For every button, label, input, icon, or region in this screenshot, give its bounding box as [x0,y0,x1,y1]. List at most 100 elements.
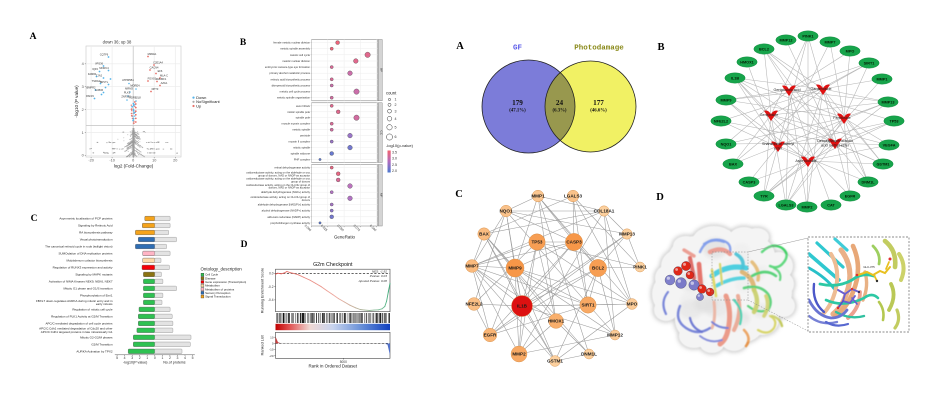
svg-text:mitotic spindle pole: mitotic spindle pole [287,110,310,114]
svg-text:3.5: 3.5 [392,151,397,155]
svg-text:B: B [657,42,664,53]
svg-text:MMP7: MMP7 [465,263,479,268]
svg-text:BAX: BAX [729,162,737,166]
svg-text:FAM84: FAM84 [88,72,97,76]
svg-text:meiotic nuclear division: meiotic nuclear division [282,59,310,63]
svg-text:aldo-keto reductase (NADP) act: aldo-keto reductase (NADP) activity [267,215,310,219]
svg-text:-0.4: -0.4 [268,298,274,302]
svg-text:NFE2L2: NFE2L2 [465,301,483,306]
svg-text:LGALS3: LGALS3 [779,203,794,207]
svg-text:C2E1A4: C2E1A4 [153,61,163,65]
svg-text:IQF3: IQF3 [92,67,98,71]
svg-text:RA biosynthesis pathway: RA biosynthesis pathway [79,231,113,235]
svg-text:MMP13: MMP13 [619,231,635,236]
svg-text:aldehyde dehydrogenase [NAD(P): aldehyde dehydrogenase [NAD(P)+] activit… [258,203,311,207]
svg-text:LGALS3: LGALS3 [564,193,583,198]
svg-text:MORC4: MORC4 [99,66,109,70]
svg-text:Ajusted Pvalue: 0.08: Ajusted Pvalue: 0.08 [358,279,388,283]
svg-text:0: 0 [82,154,84,158]
svg-text:Mitotic G1 phase and G1/S tran: Mitotic G1 phase and G1/S transition [63,287,112,291]
svg-text:down 36; up 38: down 36; up 38 [103,40,132,45]
svg-text:meiotic spindle organization: meiotic spindle organization [277,96,311,100]
svg-text:GSTM1: GSTM1 [876,162,889,166]
svg-text:embryonic camera-type eye form: embryonic camera-type eye formation [265,65,311,69]
svg-text:meiotic spindle: meiotic spindle [292,128,310,132]
svg-text:retinal dehydrogenase activity: retinal dehydrogenase activity [274,166,310,170]
svg-text:EGFR: EGFR [484,332,497,337]
svg-text:ACB06: ACB06 [95,88,104,92]
svg-text:log2 (Fold-Change): log2 (Fold-Change) [114,164,154,169]
svg-text:BP: BP [380,68,384,72]
svg-text:MMP1: MMP1 [531,193,545,198]
svg-text:(46.6%): (46.6%) [590,109,607,114]
svg-text:0.050: 0.050 [336,224,345,233]
svg-text:G2/M Transition: G2/M Transition [91,342,113,346]
svg-text:1: 1 [161,356,163,360]
svg-text:4: 4 [124,356,126,360]
svg-text:Regulation of RUNX3 expression: Regulation of RUNX3 expression and activ… [53,266,113,270]
svg-text:EF6: EF6 [158,69,163,73]
svg-text:DNM1L: DNM1L [861,180,875,184]
svg-text:alcohol dehydrogenase (NADP+): alcohol dehydrogenase (NADP+) activity [262,209,311,213]
svg-text:0.075: 0.075 [353,224,362,233]
svg-text:SIRT1: SIRT1 [864,61,875,65]
svg-text:-10: -10 [269,348,274,352]
svg-text:NFE2L2: NFE2L2 [714,119,728,123]
svg-text:group of donors, NAD or NADP a: group of donors, NAD or NADP as acceptor [258,173,310,177]
svg-text:Geniposidic acid: Geniposidic acid [773,88,800,92]
svg-text:EGFR: EGFR [845,194,856,198]
svg-text:porphobilinogen synthase activ: porphobilinogen synthase activity [270,221,310,225]
svg-text:HMOX1: HMOX1 [548,318,565,323]
svg-text:Metabolism of proteins: Metabolism of proteins [205,287,235,291]
svg-text:-log10 (P value): -log10 (P value) [74,85,79,118]
svg-text:COL18A1: COL18A1 [594,208,615,213]
svg-text:179: 179 [512,99,523,107]
svg-text:A: A [456,41,464,52]
svg-text:MMP9: MMP9 [721,98,732,102]
svg-text:0: 0 [272,342,274,346]
svg-text:MPO: MPO [846,49,855,53]
svg-text:Pvalue: 0.03: Pvalue: 0.03 [370,274,387,278]
svg-text:GLU-375: GLU-375 [863,265,875,269]
svg-text:ester: ester [774,147,783,151]
svg-text:4: 4 [184,356,186,360]
svg-text:-log10(P value): -log10(P value) [123,360,147,364]
svg-text:10: 10 [270,335,274,339]
svg-text:count: count [386,91,397,96]
svg-text:spindle midzone: spindle midzone [291,152,311,156]
svg-text:Up: Up [196,103,202,108]
svg-text:myosin II complex: myosin II complex [288,140,310,144]
svg-text:NQO1: NQO1 [499,208,512,213]
svg-text:TP53: TP53 [532,239,543,244]
svg-text:PINK1: PINK1 [633,264,647,269]
svg-text:5: 5 [116,356,118,360]
svg-text:meiotic cell cycle: meiotic cell cycle [290,53,311,57]
svg-text:CC: CC [380,131,384,136]
svg-text:0.0: 0.0 [269,272,274,276]
svg-text:aldehyde dehydrogenase (NAD+): aldehyde dehydrogenase (NAD+) activity [261,190,311,194]
svg-text:BAX: BAX [479,231,490,236]
svg-text:TJA2: TJA2 [96,74,103,78]
svg-text:CASP3: CASP3 [743,180,756,184]
svg-text:2: 2 [82,108,84,112]
svg-text:VPS36: VPS36 [95,62,104,66]
svg-text:5: 5 [192,356,194,360]
svg-text:GSTM1: GSTM1 [547,358,563,363]
svg-text:meiotic spindle assembly: meiotic spindle assembly [280,47,311,51]
svg-text:3: 3 [177,356,179,360]
svg-text:FOXG1: FOXG1 [148,77,157,81]
svg-text:MMP13: MMP13 [881,100,894,104]
svg-text:GF: GF [513,45,523,53]
svg-text:TYR: TYR [760,194,768,198]
svg-text:1: 1 [395,98,397,102]
svg-text:MMP12: MMP12 [779,38,792,42]
svg-text:GeneRatio: GeneRatio [334,235,356,240]
svg-text:Photodamage: Photodamage [574,45,624,53]
svg-text:0: 0 [154,356,156,360]
svg-text:ATPM5B1: ATPM5B1 [122,78,134,82]
svg-text:B: B [240,38,247,48]
svg-text:FBXL7 down-regulates AURKA dur: FBXL7 down-regulates AURKA during mitoti… [36,299,113,303]
svg-text:Regulation of PLK1 Activity at: Regulation of PLK1 Activity at G2/M Tran… [51,315,113,319]
svg-text:Shanzhiside methyl: Shanzhiside methyl [762,142,794,146]
svg-text:3: 3 [82,85,84,89]
